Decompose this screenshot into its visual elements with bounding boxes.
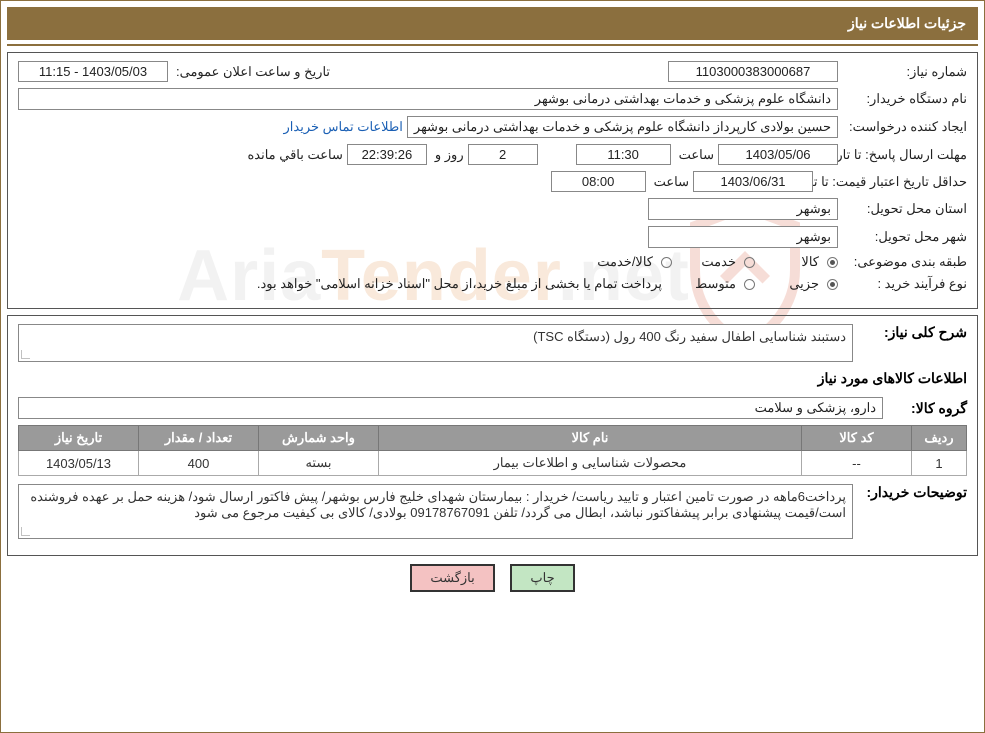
hours-left-label: ساعت باقي مانده xyxy=(243,147,342,163)
price-valid-time: 08:00 xyxy=(551,171,646,192)
subject-class-label: طبقه بندی موضوعی: xyxy=(842,254,967,270)
items-info-label: اطلاعات کالاهای مورد نیاز xyxy=(818,370,967,387)
reply-time-value: 11:30 xyxy=(576,144,671,165)
td-idx: 1 xyxy=(912,451,967,476)
price-validity-label: حداقل تاریخ اعتبار قیمت: تا تاریخ: xyxy=(817,175,967,189)
radio-goods-service-label: کالا/خدمت xyxy=(593,254,653,270)
radio-service[interactable] xyxy=(744,257,755,268)
goods-group-label: گروه کالا: xyxy=(887,400,967,417)
reply-date-value: 1403/05/06 xyxy=(718,144,838,165)
td-unit: بسته xyxy=(259,451,379,476)
divider xyxy=(7,44,978,46)
buyer-notes-value: پرداخت6ماهه در صورت تامین اعتبار و تایید… xyxy=(30,489,846,520)
buyer-org-label: نام دستگاه خریدار: xyxy=(842,91,967,107)
table-row: 1 -- محصولات شناسایی و اطلاعات بیمار بست… xyxy=(19,451,967,476)
price-valid-date: 1403/06/31 xyxy=(693,171,813,192)
province-value: بوشهر xyxy=(648,198,838,220)
announce-label: تاریخ و ساعت اعلان عمومی: xyxy=(172,64,330,80)
need-desc-value: دستبند شناسایی اطفال سفید رنگ 400 رول (د… xyxy=(533,329,846,344)
buyer-org-value: دانشگاه علوم پزشکی و خدمات بهداشتی درمان… xyxy=(18,88,838,110)
need-no-value: 1103000383000687 xyxy=(668,61,838,82)
radio-goods-service[interactable] xyxy=(661,257,672,268)
need-desc-label: شرح کلی نیاز: xyxy=(857,324,967,341)
page-title: جزئیات اطلاعات نیاز xyxy=(7,7,978,40)
days-left-value: 2 xyxy=(468,144,538,165)
print-button[interactable]: چاپ xyxy=(510,564,574,592)
resize-icon xyxy=(19,349,31,361)
th-unit: واحد شمارش xyxy=(259,426,379,451)
th-date: تاریخ نیاز xyxy=(19,426,139,451)
th-qty: تعداد / مقدار xyxy=(139,426,259,451)
reply-deadline-label: مهلت ارسال پاسخ: تا تاریخ: xyxy=(842,148,967,162)
buyer-notes-box: پرداخت6ماهه در صورت تامین اعتبار و تایید… xyxy=(18,484,853,539)
radio-medium-label: متوسط xyxy=(666,276,736,292)
need-no-label: شماره نیاز: xyxy=(842,64,967,80)
buyer-notes-label: توضیحات خریدار: xyxy=(857,484,967,501)
buyer-contact-link[interactable]: اطلاعات تماس خریدار xyxy=(283,119,402,135)
need-items-panel: شرح کلی نیاز: دستبند شناسایی اطفال سفید … xyxy=(7,315,978,556)
radio-goods[interactable] xyxy=(827,257,838,268)
purchase-type-label: نوع فرآیند خرید : xyxy=(842,276,967,292)
days-and-label: روز و xyxy=(431,147,464,163)
td-qty: 400 xyxy=(139,451,259,476)
announce-value: 1403/05/03 - 11:15 xyxy=(18,61,168,82)
purchase-note: پرداخت تمام یا بخشی از مبلغ خرید،از محل … xyxy=(257,276,662,292)
td-code: -- xyxy=(802,451,912,476)
th-idx: ردیف xyxy=(912,426,967,451)
need-info-panel: شماره نیاز: 1103000383000687 تاریخ و ساع… xyxy=(7,52,978,309)
radio-service-label: خدمت xyxy=(676,254,736,270)
radio-medium[interactable] xyxy=(744,279,755,290)
requester-label: ایجاد کننده درخواست: xyxy=(842,119,967,135)
th-code: کد کالا xyxy=(802,426,912,451)
radio-partial-label: جزیی xyxy=(759,276,819,292)
resize-icon xyxy=(19,526,31,538)
button-row: چاپ بازگشت xyxy=(1,564,984,592)
time-label-1: ساعت xyxy=(675,147,714,163)
requester-value: حسین بولادی کارپرداز دانشگاه علوم پزشکی … xyxy=(407,116,838,138)
items-table: ردیف کد کالا نام کالا واحد شمارش تعداد /… xyxy=(18,425,967,476)
radio-partial[interactable] xyxy=(827,279,838,290)
need-desc-box: دستبند شناسایی اطفال سفید رنگ 400 رول (د… xyxy=(18,324,853,362)
td-name: محصولات شناسایی و اطلاعات بیمار xyxy=(379,451,802,476)
province-label: استان محل تحویل: xyxy=(842,201,967,217)
city-label: شهر محل تحویل: xyxy=(842,229,967,245)
back-button[interactable]: بازگشت xyxy=(410,564,494,592)
th-name: نام کالا xyxy=(379,426,802,451)
city-value: بوشهر xyxy=(648,226,838,248)
goods-group-value: دارو، پزشکی و سلامت xyxy=(18,397,883,419)
time-label-2: ساعت xyxy=(650,174,689,190)
hours-left-value: 22:39:26 xyxy=(347,144,427,165)
td-date: 1403/05/13 xyxy=(19,451,139,476)
radio-goods-label: کالا xyxy=(759,254,819,270)
